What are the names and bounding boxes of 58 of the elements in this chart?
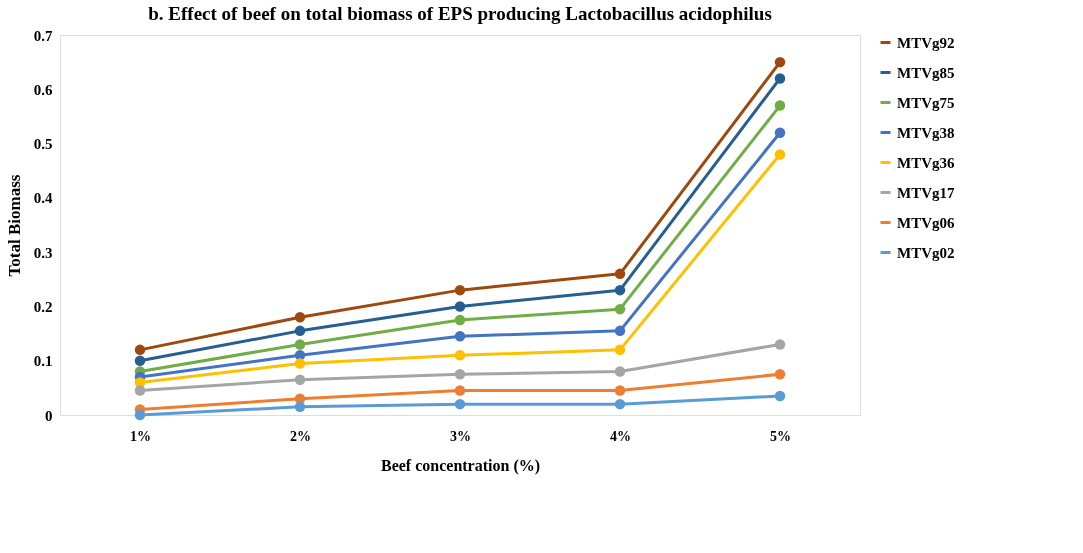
legend-label: MTVg02 (897, 244, 955, 261)
point (614, 366, 626, 377)
y-tick-label: 0.7 (33, 27, 53, 44)
point (134, 409, 146, 421)
legend-label: MTVg38 (897, 124, 955, 141)
point (294, 358, 306, 369)
y-axis-title: Total Biomass (4, 174, 24, 277)
x-tick-label: 4% (610, 428, 631, 444)
point (294, 401, 306, 413)
point (774, 127, 786, 138)
legend-label: MTVg17 (897, 184, 955, 201)
point (454, 301, 466, 312)
point (774, 56, 786, 68)
y-tick-label: 0.5 (33, 136, 53, 153)
legend-label: MTVg75 (897, 94, 955, 111)
point (614, 325, 626, 337)
legend-label: MTVg06 (897, 214, 955, 231)
y-tick-label: 0.1 (33, 353, 53, 370)
point (454, 369, 466, 380)
point (294, 325, 306, 337)
point (774, 100, 786, 111)
point (614, 284, 626, 296)
point (294, 339, 306, 350)
point (774, 73, 786, 84)
point (134, 355, 146, 366)
point (774, 390, 786, 402)
point (454, 314, 466, 326)
legend-label: MTVg85 (897, 64, 955, 81)
point (294, 374, 306, 385)
x-tick-label: 5% (770, 428, 791, 444)
point (454, 331, 466, 342)
x-tick-label: 2% (290, 428, 311, 444)
point (454, 398, 466, 410)
point (294, 312, 306, 323)
point (774, 149, 786, 160)
y-tick-label: 0.3 (33, 244, 53, 261)
point (614, 303, 626, 315)
point (134, 385, 146, 396)
point (614, 398, 626, 410)
y-tick-label: 0.6 (33, 81, 53, 98)
y-tick-label: 0 (45, 407, 53, 424)
legend-label: MTVg92 (897, 34, 955, 51)
point (614, 385, 626, 396)
point (774, 369, 786, 380)
point (454, 385, 466, 396)
x-tick-label: 3% (450, 428, 471, 444)
legend-label: MTVg36 (897, 154, 955, 171)
x-axis-title: Beef concentration (%) (380, 456, 541, 475)
point (454, 350, 466, 361)
point (614, 268, 626, 280)
point (614, 344, 626, 356)
point (134, 344, 146, 356)
point (454, 284, 466, 296)
y-tick-label: 0.2 (33, 298, 53, 315)
y-tick-label: 0.4 (33, 190, 53, 207)
chart-title: b. Effect of beef on total biomass of EPS producing Lactobacillus acidophilus (148, 3, 772, 24)
x-tick-label: 1% (130, 428, 151, 444)
point (774, 339, 786, 350)
